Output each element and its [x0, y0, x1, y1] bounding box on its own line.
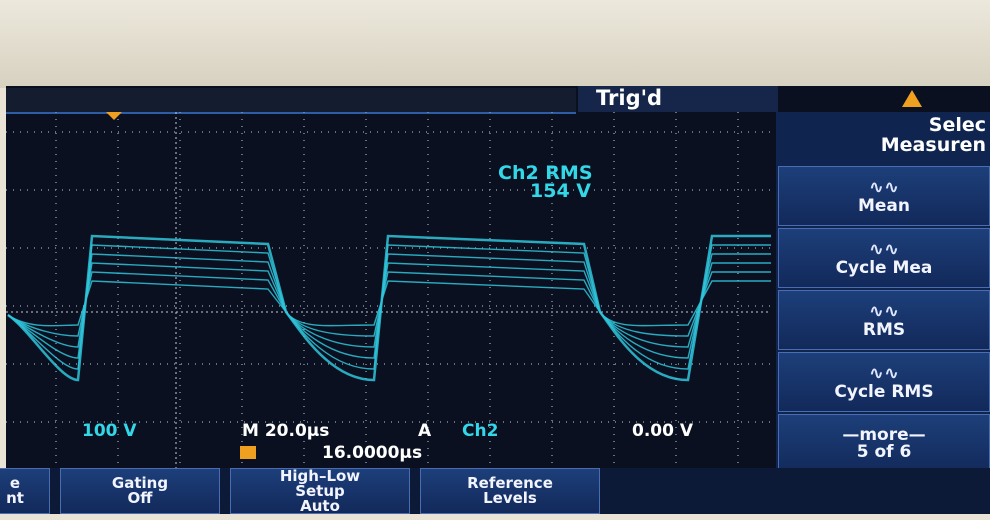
waveform-display: [6, 112, 771, 468]
button-label: 5 of 6: [779, 444, 989, 461]
button-label: Cycle RMS: [779, 384, 989, 401]
horizontal-position: 16.0000µs: [322, 443, 422, 463]
side-menu-button[interactable]: ∿∿RMS: [778, 290, 990, 350]
wave-icon: ∿∿: [779, 301, 989, 323]
button-label: Cycle Mea: [779, 260, 989, 277]
side-menu-button[interactable]: ∿∿Cycle RMS: [778, 352, 990, 412]
trigger-level: 0.00 V: [632, 421, 693, 441]
wave-icon: ∿∿: [779, 239, 989, 261]
button-label: Off: [61, 491, 219, 506]
side-menu-button[interactable]: ∿∿Cycle Mea: [778, 228, 990, 288]
button-label: nt: [0, 491, 49, 506]
timebase: M 20.0µs: [242, 421, 329, 441]
button-label: Levels: [421, 491, 599, 506]
button-label: Auto: [231, 499, 409, 514]
button-label: Mean: [779, 198, 989, 215]
page: Trig'd Ch2 RMS 154 V 100 V M 20.0µs A Ch…: [0, 0, 990, 520]
measurement-value: 154 V: [530, 180, 591, 202]
trigger-marker: [106, 112, 122, 120]
side-menu-button[interactable]: ∿∿Mean: [778, 166, 990, 226]
channel-scale: 100 V: [82, 421, 137, 441]
ch2-waveform: [8, 236, 771, 380]
position-icon: [240, 446, 256, 459]
side-menu-button[interactable]: —more—5 of 6: [778, 414, 990, 474]
trace: [8, 254, 771, 358]
bezel: [0, 0, 990, 88]
trigger-mode: A: [418, 421, 431, 441]
graticule: [6, 112, 771, 468]
warning-icon: [902, 90, 922, 107]
button-label: RMS: [779, 322, 989, 339]
top-bar: [6, 88, 576, 114]
trace: [8, 236, 771, 380]
side-menu-title: Selec Measuren: [881, 116, 986, 156]
title-line: Measuren: [881, 136, 986, 156]
wave-icon: ∿∿: [779, 177, 989, 199]
trigger-source: Ch2: [462, 421, 498, 441]
trace: [8, 281, 771, 326]
title-line: Selec: [881, 116, 986, 136]
wave-icon: ∿∿: [779, 363, 989, 385]
trigger-status: Trig'd: [596, 86, 662, 110]
